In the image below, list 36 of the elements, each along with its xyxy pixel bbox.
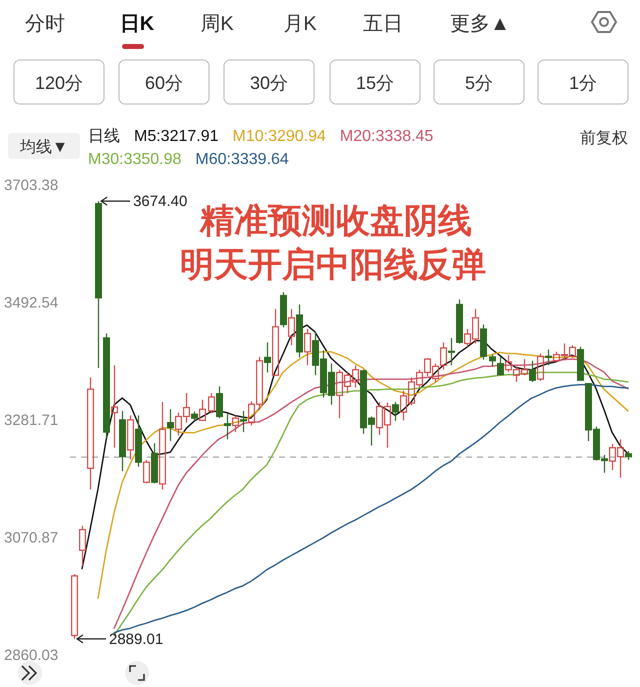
- candlestick: [224, 413, 231, 440]
- text: 前复权: [580, 129, 628, 147]
- y-tick-label: 2860.03: [4, 647, 58, 664]
- text: M5:3217.91: [134, 128, 219, 145]
- annotation: 精准预测收盘阴线: [199, 202, 472, 240]
- candlestick: [448, 337, 455, 366]
- text: 120分: [34, 73, 84, 93]
- text: M20:3338.45: [340, 128, 434, 145]
- y-tick-label: 3703.38: [4, 177, 58, 194]
- text: 30分: [250, 73, 288, 93]
- y-tick-label: 3492.54: [4, 294, 58, 312]
- text: 1分: [568, 73, 598, 93]
- candlestick: [264, 342, 271, 374]
- text: 均线▼: [19, 138, 68, 156]
- text: M60:3339.64: [195, 151, 289, 168]
- annotation: 3674.40: [133, 193, 188, 210]
- annotation: 明天开启中阳线反弹: [180, 246, 486, 284]
- line-series: [97, 351, 629, 599]
- legend-title: 日线: [88, 127, 120, 145]
- text: 5分: [464, 73, 494, 93]
- y-tick-label: 3070.87: [4, 530, 58, 546]
- text: 日K: [120, 13, 155, 35]
- y-tick-label: 3281.71: [4, 412, 58, 429]
- text: 周K: [200, 13, 234, 35]
- text: 五日: [363, 13, 403, 35]
- annotation: 2889.01: [109, 630, 164, 648]
- text: M10:3290.94: [232, 128, 326, 145]
- candlestick: [167, 408, 174, 442]
- text: 60分: [144, 73, 184, 93]
- text: M30:3350.98: [88, 151, 182, 168]
- text: 分时: [25, 13, 65, 35]
- candlestick: [111, 364, 118, 448]
- text: 月K: [283, 13, 318, 35]
- text: 15分: [356, 73, 394, 93]
- text: 更多▲: [450, 13, 510, 35]
- candlestick: [87, 376, 94, 490]
